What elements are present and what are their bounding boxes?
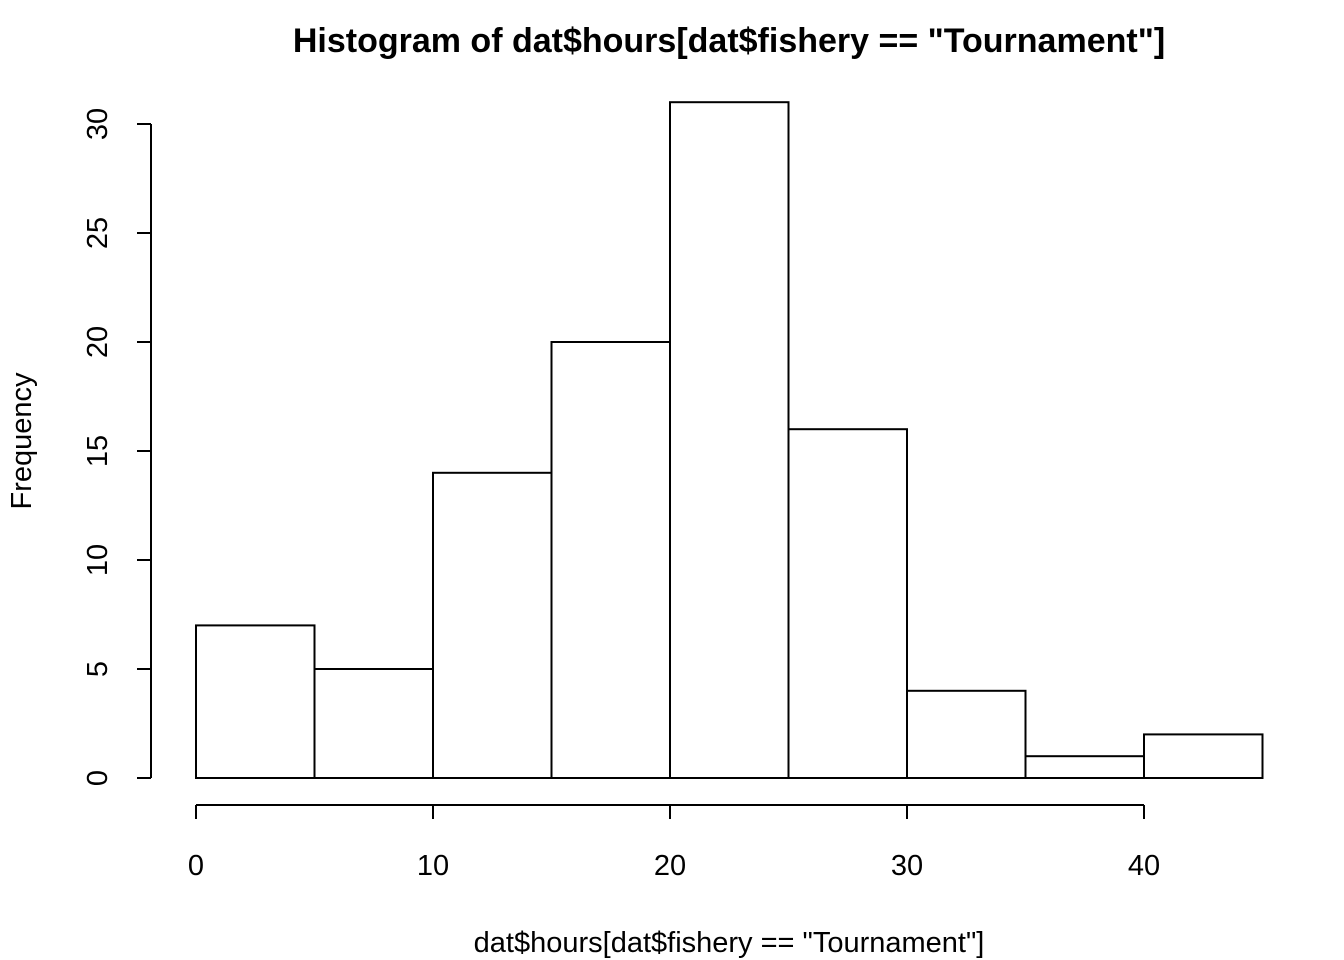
chart-title: Histogram of dat$hours[dat$fishery == "T…: [293, 22, 1165, 60]
y-tick-label-30: 30: [82, 108, 114, 140]
x-tick-label-40: 40: [1128, 850, 1160, 882]
x-tick-label-30: 30: [891, 850, 923, 882]
y-tick-label-5: 5: [82, 661, 114, 677]
histogram-bar-0: [195, 624, 316, 780]
x-axis: 0 10 20 30 40: [188, 804, 1160, 882]
bars-group: [195, 101, 1264, 780]
y-tick-label-20: 20: [82, 326, 114, 358]
histogram-bar-3: [550, 341, 671, 779]
x-tick-label-0: 0: [188, 850, 204, 882]
histogram-bar-8: [1143, 733, 1264, 780]
histogram-bar-4: [669, 101, 790, 779]
y-axis-label: Frequency: [6, 372, 38, 510]
y-tick-label-10: 10: [82, 544, 114, 576]
x-tick-label-10: 10: [417, 850, 449, 882]
histogram-bar-2: [432, 471, 553, 779]
histogram-bar-6: [906, 689, 1027, 779]
y-tick-label-15: 15: [82, 435, 114, 467]
y-axis: 0 5 10 15 20 25 30: [82, 108, 152, 786]
x-tick-label-20: 20: [654, 850, 686, 882]
x-axis-label: dat$hours[dat$fishery == "Tournament"]: [474, 927, 985, 959]
histogram-bar-7: [1024, 755, 1145, 780]
y-tick-label-25: 25: [82, 217, 114, 249]
histogram-bar-1: [313, 668, 434, 779]
y-tick-label-0: 0: [82, 770, 114, 786]
histogram-bar-5: [787, 428, 908, 779]
